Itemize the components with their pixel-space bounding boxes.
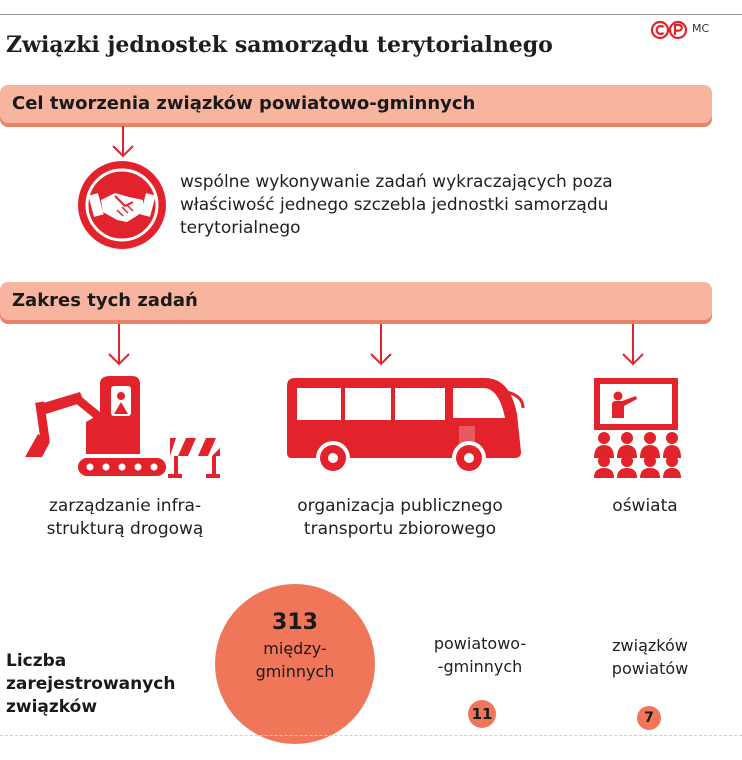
- arrow-down-icon: [108, 324, 130, 366]
- label-line: związków: [6, 697, 98, 717]
- goal-banner: [0, 85, 712, 123]
- scope-item-label: oświata: [612, 496, 678, 516]
- label-line: Liczba: [6, 651, 67, 671]
- scope-heading: Zakres tych zadań: [12, 290, 198, 311]
- county-unions-label: związków powiatów: [580, 634, 720, 680]
- goal-description: wspólne wykonywanie zadań wykraczających…: [180, 172, 613, 238]
- registered-unions-label: Liczba zarejestrowanych związków: [6, 650, 206, 719]
- scope-item-label: zarządzanie infra-: [48, 496, 202, 516]
- arrow-down-icon: [370, 324, 392, 366]
- classroom-icon: [594, 378, 681, 478]
- author-initials: MC: [692, 22, 710, 35]
- excavator-icon: [25, 376, 220, 478]
- count-label-line: związków: [612, 636, 688, 655]
- scope-item-label: strukturą drogową: [46, 519, 204, 539]
- copyright-logo: [651, 20, 687, 40]
- bottom-rule: [0, 735, 742, 736]
- scope-banner: [0, 282, 712, 320]
- county-municipal-label: powiatowo- -gminnych: [405, 632, 555, 678]
- scope-item-roads: zarządzanie infra- strukturą drogową: [20, 495, 230, 541]
- count-label-line: powiatów: [611, 659, 689, 678]
- count-label-line: powiatowo-: [433, 634, 527, 653]
- scope-item-label: organizacja publicznego: [297, 496, 503, 516]
- label-line: zarejestrowanych: [6, 674, 176, 694]
- handshake-icon: [78, 161, 166, 249]
- page-title: Związki jednostek samorządu terytorialne…: [6, 32, 553, 58]
- intermunicipal-label: między- gminnych: [215, 637, 375, 683]
- scope-item-label: transportu zbiorowego: [303, 519, 497, 539]
- scope-item-transport: organizacja publicznego transportu zbior…: [270, 495, 530, 541]
- goal-heading: Cel tworzenia związków powiatowo-gminnyc…: [12, 93, 476, 114]
- arrow-down-icon: [622, 324, 644, 366]
- intermunicipal-bubble: [215, 584, 375, 744]
- count-label-line: gminnych: [255, 662, 335, 681]
- intermunicipal-count: 313: [272, 610, 318, 635]
- county-unions-count: 7: [637, 706, 661, 730]
- county-municipal-count: 11: [468, 700, 496, 728]
- count-label-line: między-: [263, 639, 327, 658]
- bus-icon: [287, 378, 525, 475]
- top-rule: [0, 14, 742, 15]
- arrow-down-icon: [112, 126, 134, 158]
- count-label-line: -gminnych: [437, 657, 523, 676]
- scope-item-education: oświata: [585, 495, 705, 518]
